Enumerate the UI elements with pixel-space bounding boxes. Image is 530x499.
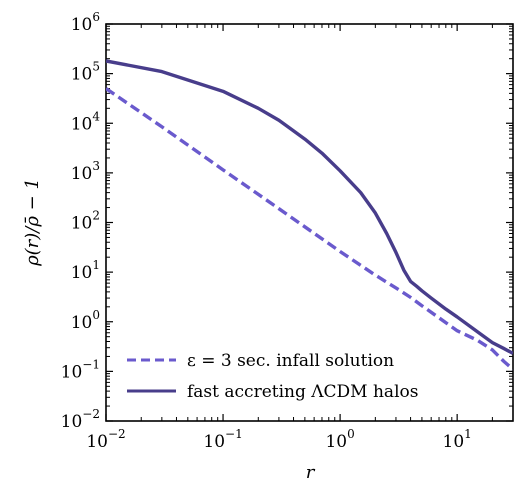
series-line-0 xyxy=(106,87,513,371)
series-layer xyxy=(106,59,513,371)
x-tick-label: 10−1 xyxy=(203,427,242,452)
legend-label-lcdm: fast accreting ΛCDM halos xyxy=(187,382,418,402)
x-tick-label: 100 xyxy=(325,427,354,452)
x-tick-label: 101 xyxy=(443,427,472,452)
y-tick-label: 106 xyxy=(71,10,100,35)
y-tick-label: 102 xyxy=(71,209,100,234)
legend: ε = 3 sec. infall solution fast accretin… xyxy=(127,351,418,402)
series-line-1 xyxy=(106,59,513,355)
x-axis-label: r xyxy=(306,462,316,483)
y-tick-label: 103 xyxy=(71,159,100,184)
y-tick-label: 10−1 xyxy=(61,357,100,382)
x-tick-label: 10−2 xyxy=(86,427,125,452)
tick-layer: 10−2 10−1 100 101 10−2 10−1 100 101 102 103 104 105… xyxy=(61,10,514,452)
y-tick-label: 105 xyxy=(71,60,100,85)
y-tick-label: 104 xyxy=(71,109,101,134)
y-tick-label: 101 xyxy=(71,258,100,283)
y-tick-label: 10−2 xyxy=(61,407,100,432)
y-axis-label: ρ(r)/ρ̄ − 1 xyxy=(22,178,43,267)
legend-label-infall: ε = 3 sec. infall solution xyxy=(187,351,394,371)
y-tick-label: 100 xyxy=(71,308,100,333)
